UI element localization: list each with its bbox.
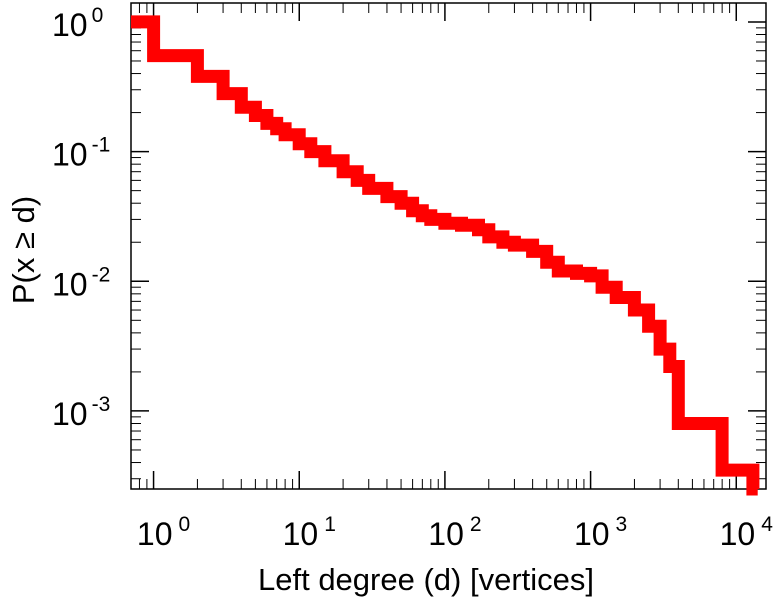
y-tick-label: 10 -1 <box>52 134 110 173</box>
x-tick-label: 10 0 <box>137 513 190 552</box>
x-tick-label: 10 4 <box>720 513 774 552</box>
x-tick-label: 10 1 <box>283 513 336 552</box>
y-axis-label: P(x ≥ d) <box>6 196 41 304</box>
y-tick-label: 10 0 <box>52 4 103 43</box>
x-tick-label: 10 2 <box>428 513 481 552</box>
x-tick-label: 10 3 <box>574 513 627 552</box>
y-tick-label: 10 -3 <box>52 393 110 432</box>
y-tick-label: 10 -2 <box>52 263 110 302</box>
series-layer <box>131 15 760 496</box>
plot-area <box>130 2 767 490</box>
series-line <box>131 15 760 496</box>
x-axis-label: Left degree (d) [vertices] <box>258 562 594 597</box>
tick-labels: 10 0 10 1 10 2 10 3 10 4 10 0 10 -1 10 -2 10 -3 <box>52 4 773 552</box>
plot-frame <box>130 2 767 490</box>
minor-ticks <box>130 3 766 489</box>
